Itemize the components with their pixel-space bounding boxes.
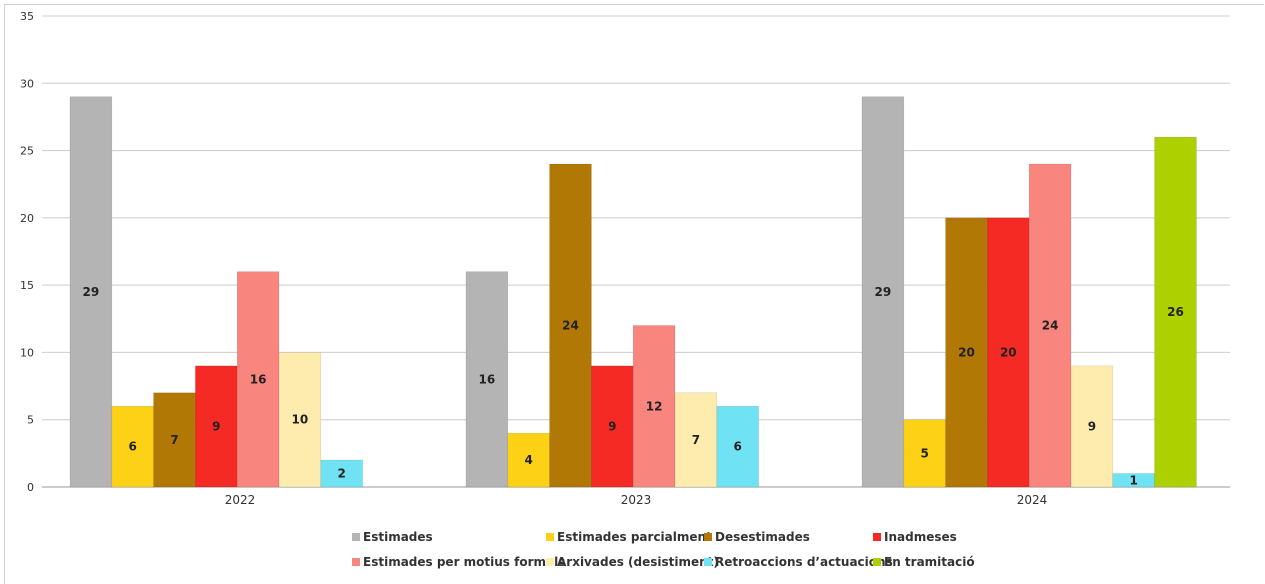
y-tick-label: 30 bbox=[20, 77, 34, 90]
legend-swatch bbox=[704, 558, 712, 566]
bar bbox=[861, 96, 905, 488]
bar-value-label: 20 bbox=[958, 345, 975, 359]
bar-value-label: 16 bbox=[250, 372, 267, 386]
bar bbox=[465, 271, 509, 488]
bar bbox=[153, 392, 196, 488]
y-tick-label: 25 bbox=[20, 145, 34, 158]
bar bbox=[987, 217, 1030, 488]
legend-item[interactable]: Retroaccions d’actuacions bbox=[704, 555, 893, 569]
bar bbox=[236, 271, 280, 488]
legend: Estimades Estimades parcialment Desestimad… bbox=[352, 530, 975, 569]
bar bbox=[716, 405, 759, 488]
legend-label: Estimades parcialment bbox=[557, 530, 712, 544]
bar-value-label: 6 bbox=[129, 440, 137, 454]
bar bbox=[945, 217, 988, 488]
legend-item[interactable]: Estimades bbox=[352, 530, 433, 544]
bar-value-label: 20 bbox=[1000, 345, 1017, 359]
legend-swatch bbox=[873, 558, 881, 566]
bar bbox=[1154, 136, 1197, 488]
legend-swatch bbox=[546, 558, 554, 566]
legend-swatch bbox=[352, 533, 360, 541]
bar bbox=[320, 459, 363, 488]
bar bbox=[111, 405, 154, 488]
bar-value-label: 9 bbox=[212, 419, 220, 433]
bar-value-label: 16 bbox=[479, 372, 496, 386]
bar bbox=[903, 419, 946, 488]
legend-item[interactable]: Arxivades (desistiment) bbox=[546, 555, 719, 569]
bar-value-label: 24 bbox=[1042, 319, 1059, 333]
bar-value-label: 5 bbox=[921, 446, 929, 460]
legend-label: Estimades per motius formals bbox=[363, 555, 565, 569]
bar-value-label: 7 bbox=[692, 433, 700, 447]
bar-value-label: 9 bbox=[608, 419, 616, 433]
x-tick-label: 2022 bbox=[225, 493, 256, 507]
bar bbox=[674, 392, 718, 488]
bar-value-label: 29 bbox=[83, 285, 100, 299]
legend-label: Arxivades (desistiment) bbox=[557, 555, 719, 569]
bar-value-label: 10 bbox=[292, 413, 309, 427]
legend-item[interactable]: Desestimades bbox=[704, 530, 810, 544]
chart-frame bbox=[4, 4, 1264, 584]
bar bbox=[549, 163, 592, 488]
legend-swatch bbox=[873, 533, 881, 541]
legend-item[interactable]: Inadmeses bbox=[873, 530, 957, 544]
legend-label: Inadmeses bbox=[884, 530, 957, 544]
bar bbox=[69, 96, 113, 488]
bar-value-label: 6 bbox=[734, 440, 742, 454]
y-tick-label: 35 bbox=[20, 10, 34, 23]
y-tick-label: 5 bbox=[27, 414, 34, 427]
bar bbox=[1028, 163, 1072, 488]
bar-value-label: 2 bbox=[338, 467, 346, 481]
bar-value-label: 4 bbox=[525, 453, 533, 467]
legend-item[interactable]: Estimades per motius formals bbox=[352, 555, 565, 569]
legend-label: Retroaccions d’actuacions bbox=[715, 555, 893, 569]
bar-value-label: 1 bbox=[1130, 473, 1138, 487]
y-tick-label: 20 bbox=[20, 212, 34, 225]
legend-item[interactable]: En tramitació bbox=[873, 555, 975, 569]
legend-swatch bbox=[546, 533, 554, 541]
x-axis-ticks: 2022 2023 2024 bbox=[225, 493, 1048, 507]
bar bbox=[632, 325, 676, 488]
x-tick-label: 2024 bbox=[1017, 493, 1048, 507]
bar bbox=[507, 432, 550, 488]
bar-value-label: 26 bbox=[1167, 305, 1184, 319]
bar-value-label: 29 bbox=[875, 285, 892, 299]
bar bbox=[278, 352, 322, 488]
legend-label: En tramitació bbox=[884, 555, 975, 569]
bar bbox=[195, 365, 238, 488]
bar-value-label: 7 bbox=[170, 433, 178, 447]
legend-swatch bbox=[352, 558, 360, 566]
bar-value-label: 12 bbox=[646, 399, 663, 413]
legend-swatch bbox=[704, 533, 712, 541]
legend-item[interactable]: Estimades parcialment bbox=[546, 530, 712, 544]
y-tick-label: 15 bbox=[20, 279, 34, 292]
x-tick-label: 2023 bbox=[621, 493, 652, 507]
bar-value-label: 9 bbox=[1088, 419, 1096, 433]
bar bbox=[591, 365, 634, 488]
bar bbox=[1070, 365, 1114, 488]
bars: 29 6 7 9 16 10 2 16 4 24 9 12 7 6 29 5 20 20 24 9 1 26 bbox=[69, 96, 1197, 488]
legend-label: Desestimades bbox=[715, 530, 810, 544]
y-tick-label: 10 bbox=[20, 346, 34, 359]
legend-label: Estimades bbox=[363, 530, 433, 544]
y-tick-label: 0 bbox=[27, 481, 34, 494]
bar-value-label: 24 bbox=[562, 319, 579, 333]
